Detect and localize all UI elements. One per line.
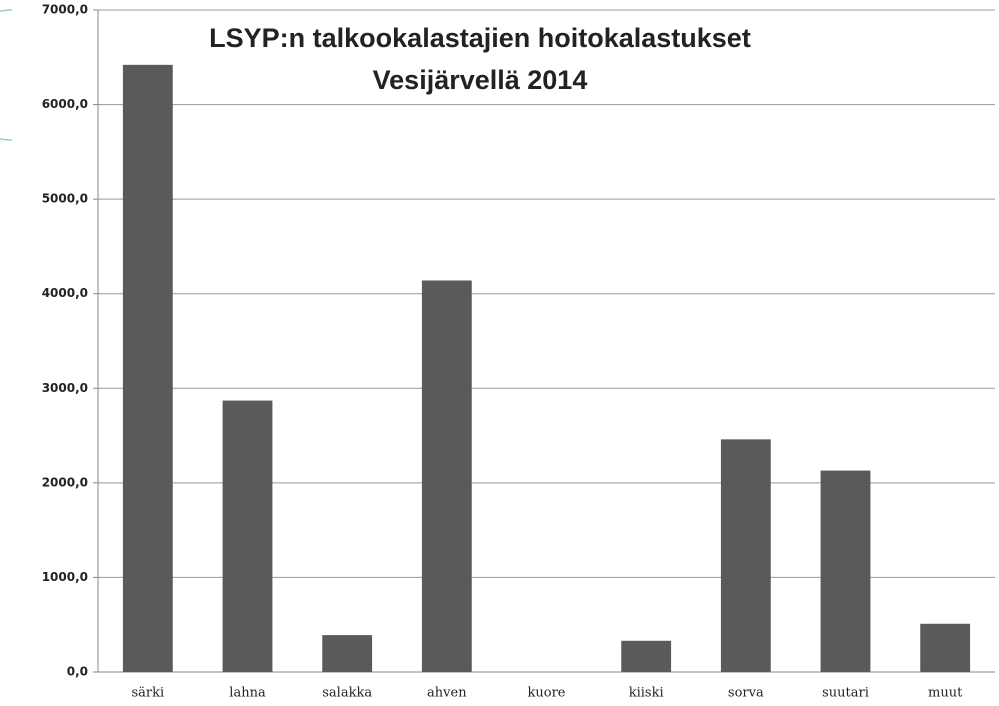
x-tick-label: ahven [427, 686, 467, 701]
chart-title: LSYP:n talkookalastajien hoitokalastukse… [209, 23, 751, 53]
bar [621, 640, 672, 672]
y-tick-label: 4000,0 [42, 286, 88, 300]
bar [122, 64, 173, 672]
bar [820, 470, 871, 672]
y-tick-label: 5000,0 [42, 192, 88, 206]
x-tick-label: salakka [322, 686, 372, 701]
bar [920, 623, 971, 672]
x-tick-label: lahna [229, 686, 266, 701]
y-tick-label: 7000,0 [42, 3, 88, 17]
x-tick-label: kiiski [629, 686, 664, 701]
y-tick-label: 3000,0 [42, 381, 88, 395]
decoration [0, 9, 13, 141]
chart-title: Vesijärvellä 2014 [373, 65, 588, 95]
y-tick-label: 1000,0 [42, 570, 88, 584]
y-tick-label: 6000,0 [42, 97, 88, 111]
x-tick-label: suutari [822, 686, 869, 701]
y-tick-label: 2000,0 [42, 475, 88, 489]
y-tick-label: 0,0 [67, 665, 88, 679]
x-tick-label: särki [131, 686, 164, 701]
x-tick-label: kuore [528, 686, 566, 701]
bar [720, 439, 771, 672]
x-tick-label: sorva [728, 686, 764, 701]
bar [421, 280, 472, 672]
x-tick-label: muut [928, 686, 963, 701]
bar [222, 400, 273, 672]
bar [322, 635, 373, 672]
